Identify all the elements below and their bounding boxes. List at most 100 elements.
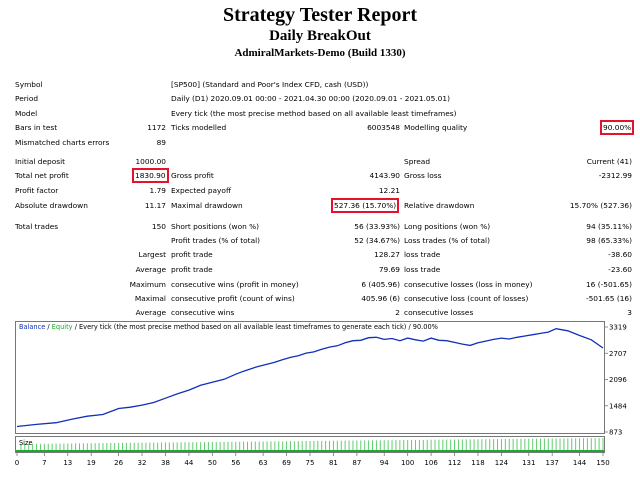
initial-deposit-label: Initial deposit [15, 157, 66, 166]
y-tick-label: 2096 [609, 376, 627, 384]
y-tick-label: 1484 [609, 402, 627, 410]
size-bar [497, 439, 499, 450]
abs-drawdown-value: 11.17 [144, 201, 166, 210]
x-tick-label: 100 [401, 459, 414, 467]
size-bar [235, 441, 237, 450]
size-bar [348, 440, 350, 450]
size-label: Size [19, 439, 33, 447]
gross-loss-label: Gross loss [404, 171, 442, 180]
size-bar [258, 441, 260, 450]
x-tick-label: 19 [87, 459, 96, 467]
loss-trades-label: Loss trades (% of total) [404, 236, 490, 245]
quality-label: Modelling quality [404, 123, 468, 132]
size-bar [485, 439, 487, 450]
x-tick-label: 69 [282, 459, 291, 467]
size-bar [340, 440, 342, 450]
x-tick-label: 87 [352, 459, 361, 467]
avg-cons-losses-value: 3 [627, 308, 632, 317]
x-tick-label: 112 [448, 459, 461, 467]
legend-sep: / [45, 323, 51, 331]
total-trades-label: Total trades [15, 222, 59, 231]
size-bar [332, 440, 334, 450]
x-tick-label: 137 [546, 459, 559, 467]
average-loss-label: loss trade [404, 265, 441, 274]
size-bar [579, 438, 581, 450]
largest-loss-label: loss trade [404, 250, 441, 259]
avg-cons-wins-label: consecutive wins [171, 308, 235, 317]
cons-loss-count-label: consecutive loss (count of losses) [404, 294, 529, 303]
size-bar [231, 441, 233, 450]
size-bar [28, 443, 30, 450]
size-bar [414, 439, 416, 450]
cons-profit-count-label: consecutive profit (count of wins) [171, 294, 295, 303]
size-bar [106, 443, 108, 450]
size-bar [86, 443, 88, 450]
size-bar [176, 442, 178, 450]
bars-value: 1172 [147, 123, 166, 132]
size-bar [278, 441, 280, 450]
profit-factor-value: 1.79 [149, 186, 166, 195]
size-bar [344, 440, 346, 450]
size-bar [192, 442, 194, 450]
symbol-label: Symbol [15, 80, 43, 89]
gross-profit-label: Gross profit [171, 171, 214, 180]
size-bar [129, 442, 131, 450]
size-bar [516, 438, 518, 450]
period-label: Period [15, 94, 39, 103]
size-bar [352, 440, 354, 450]
symbol-value: [SP500] (Standard and Poor's Index CFD, … [171, 80, 369, 89]
average-label: Average [135, 265, 166, 274]
size-bar [254, 441, 256, 450]
size-bar [227, 441, 229, 450]
size-bar [180, 442, 182, 450]
abs-drawdown-label: Absolute drawdown [15, 201, 88, 210]
size-bar [32, 443, 34, 450]
maximal-label: Maximal [134, 294, 166, 303]
ticks-label: Ticks modelled [171, 123, 227, 132]
average-cons-label: Average [135, 308, 166, 317]
average-profit-label: profit trade [171, 265, 213, 274]
profit-trades-label: Profit trades (% of total) [171, 236, 261, 245]
size-bar [586, 438, 588, 450]
size-bar [418, 439, 420, 450]
size-bar [555, 438, 557, 450]
size-bar [563, 438, 565, 450]
size-bar [121, 442, 123, 450]
largest-profit-label: profit trade [171, 250, 213, 259]
spread-label: Spread [404, 157, 431, 166]
gross-loss-value: -2312.99 [598, 171, 632, 180]
chart-legend: Balance / Equity / Every tick (the most … [19, 323, 438, 331]
size-bar [145, 442, 147, 450]
size-bar [364, 440, 366, 450]
size-bar [336, 440, 338, 450]
size-bar [161, 442, 163, 450]
x-tick-label: 38 [161, 459, 170, 467]
x-tick-label: 131 [522, 459, 535, 467]
size-bar [536, 438, 538, 450]
size-bar [133, 442, 135, 450]
size-bar [602, 438, 604, 450]
size-bar [317, 440, 319, 450]
size-bar [250, 441, 252, 450]
size-bar [39, 443, 41, 450]
size-bar [24, 443, 26, 450]
loss-trades-value: 98 (65.33%) [586, 236, 632, 245]
size-bar [301, 441, 303, 450]
size-bar [399, 440, 401, 450]
size-bar [590, 438, 592, 450]
avg-cons-losses-label: consecutive losses [404, 308, 474, 317]
size-bar [207, 442, 209, 450]
size-bar [262, 441, 264, 450]
rel-drawdown-label: Relative drawdown [404, 201, 475, 210]
size-bar [461, 439, 463, 450]
size-baseline [16, 450, 604, 452]
size-bar [172, 442, 174, 450]
size-bar [524, 438, 526, 450]
x-tick-label: 7 [42, 459, 46, 467]
x-tick-label: 0 [15, 459, 19, 467]
model-label: Model [15, 109, 38, 118]
size-bar [532, 438, 534, 450]
size-bar [473, 439, 475, 450]
size-bar [282, 441, 284, 450]
balance-chart: 3319 2707 2096 1484 873 0 7 13 19 26 32 38 44 50 56 63… [15, 321, 627, 467]
